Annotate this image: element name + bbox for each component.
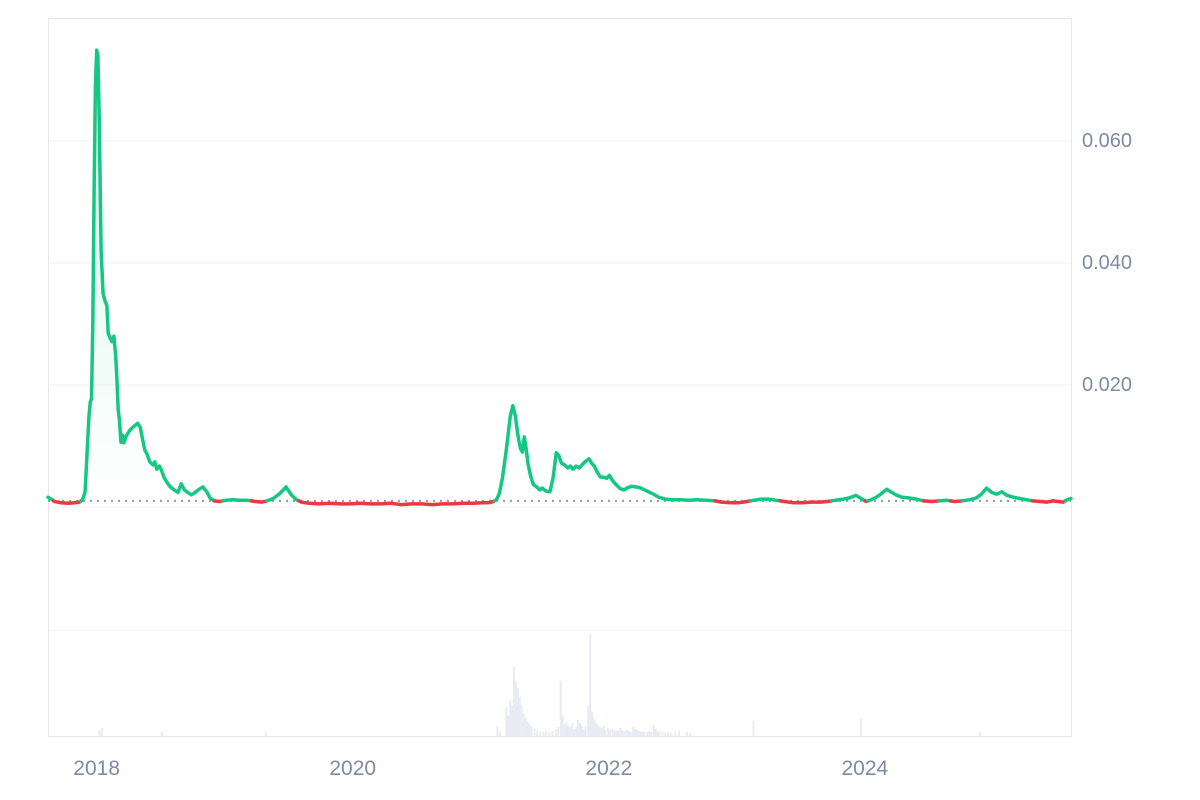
x-tick-label: 2020 — [329, 757, 377, 780]
x-tick-label: 2024 — [841, 757, 889, 780]
gridlines — [48, 140, 1071, 631]
y-tick-label: 0.020 — [1082, 374, 1133, 396]
x-tick-label: 2018 — [73, 757, 120, 780]
chart-frame — [48, 18, 1072, 737]
y-tick-label: 0.060 — [1082, 130, 1133, 152]
price-area-fill — [48, 50, 1071, 507]
price-line — [46, 48, 1073, 507]
y-tick-label: 0.040 — [1082, 252, 1133, 274]
volume-bars — [98, 634, 982, 736]
x-tick-label: 2022 — [585, 757, 633, 780]
